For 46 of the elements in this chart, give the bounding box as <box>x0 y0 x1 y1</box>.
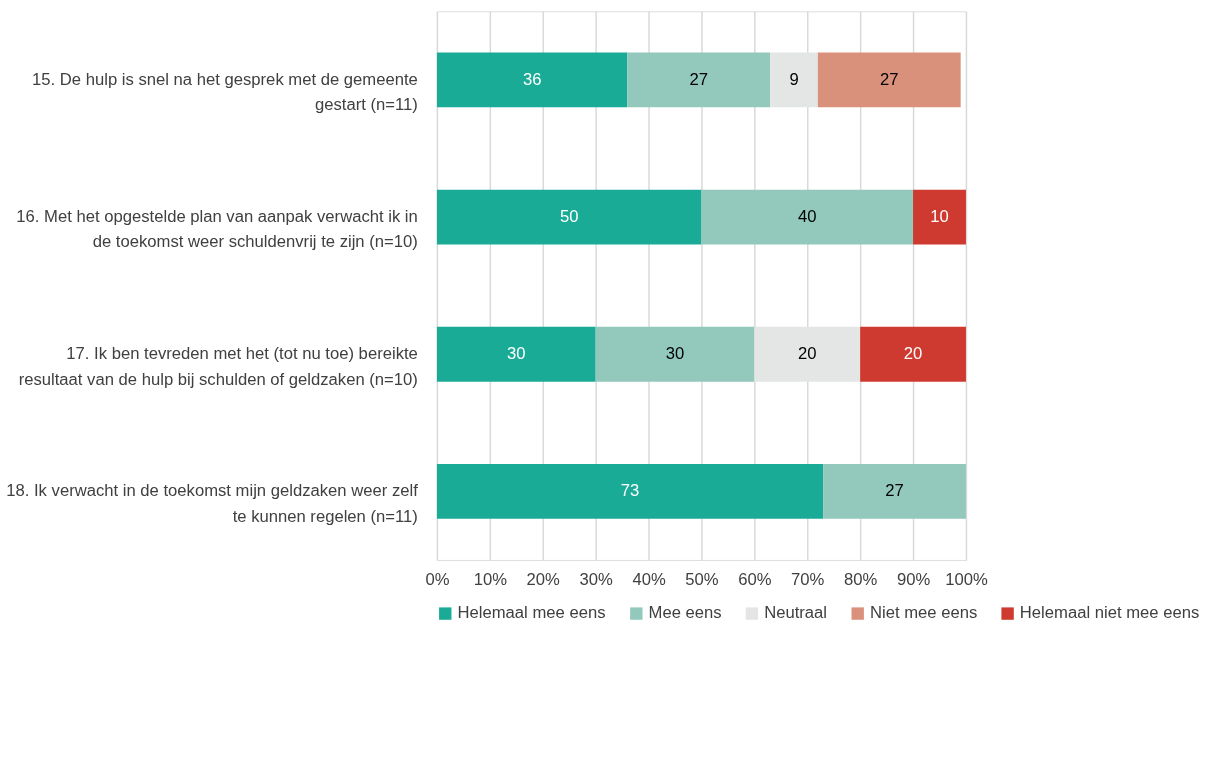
x-tick-label: 20% <box>526 569 561 589</box>
bar <box>754 326 861 382</box>
legend-label: Helemaal mee eens <box>457 603 606 623</box>
data-label: 27 <box>885 481 904 501</box>
bar <box>436 52 628 108</box>
y-tick-label: 16. Met het opgestelde plan van aanpak verwacht ik in de toekomst weer schuldenvrij te zijn (n=10) <box>16 206 418 252</box>
bar <box>627 52 771 108</box>
bar <box>770 52 818 108</box>
y-tick-label: 15. De hulp is snel na het gesprek met de gemeente gestart (n=11) <box>32 69 418 115</box>
x-tick-label: 10% <box>473 569 508 589</box>
data-label: 50 <box>559 206 579 226</box>
data-label: 36 <box>522 69 542 89</box>
x-tick-label: 30% <box>579 569 613 589</box>
bar <box>823 463 966 519</box>
bar <box>595 326 755 382</box>
x-tick-label: 50% <box>685 569 719 589</box>
bar <box>436 463 824 519</box>
x-tick-label: 0% <box>425 569 450 589</box>
data-label: 20 <box>903 344 923 364</box>
data-label: 30 <box>507 344 526 364</box>
legend-label: Helemaal niet mee eens <box>1019 603 1200 623</box>
data-label: 10 <box>930 206 949 226</box>
x-tick-label: 60% <box>738 569 772 589</box>
data-label: 40 <box>797 206 817 226</box>
y-tick-label: 17. Ik ben tevreden met het (tot nu toe) bereikte resultaat van de hulp bij schulden of geldzaken (n=10) <box>18 344 418 389</box>
legend-label: Mee eens <box>648 603 722 623</box>
x-tick-label: 100% <box>945 569 988 589</box>
x-tick-label: 40% <box>632 569 666 589</box>
bar <box>817 52 961 108</box>
bar <box>913 189 966 245</box>
legend-label: Neutraal <box>764 603 828 623</box>
legend-label: Niet mee eens <box>869 603 978 623</box>
data-label: 73 <box>620 481 640 501</box>
x-tick-label: 80% <box>843 569 878 589</box>
data-label: 9 <box>789 69 799 89</box>
x-tick-label: 70% <box>791 569 825 589</box>
data-label: 27 <box>879 69 899 89</box>
bar <box>436 189 702 245</box>
bar <box>701 189 914 245</box>
bar <box>436 326 596 382</box>
data-label: 27 <box>689 69 709 89</box>
x-tick-label: 90% <box>896 569 931 589</box>
bar <box>860 326 966 382</box>
data-label: 30 <box>665 344 685 364</box>
data-label: 20 <box>797 344 817 364</box>
y-tick-label: 18. Ik verwacht in de toekomst mijn geldzaken weer zelf te kunnen regelen (n=11) <box>6 481 419 526</box>
